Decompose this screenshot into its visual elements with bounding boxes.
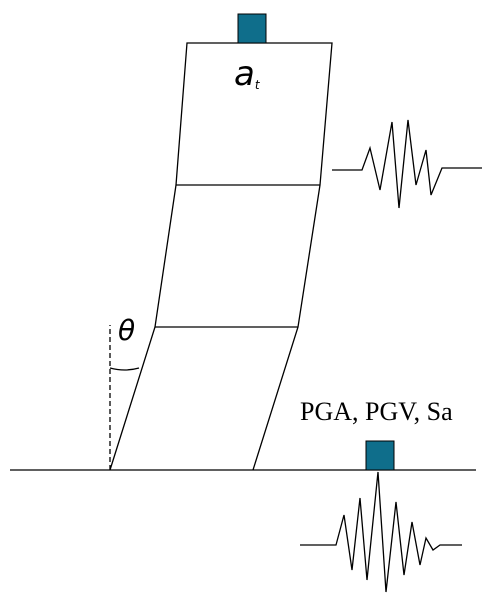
label-main: a xyxy=(234,54,255,94)
top-sensor xyxy=(237,13,267,44)
ground-label: PGA, PGV, Sa xyxy=(300,397,453,426)
ground-signal xyxy=(300,471,462,593)
angle-label: θ xyxy=(118,314,135,347)
ground-sensor xyxy=(365,440,395,471)
top-accel-label: at xyxy=(234,54,261,94)
label-sub: t xyxy=(255,78,261,92)
angle-arc xyxy=(109,367,140,371)
roof-signal xyxy=(332,119,482,209)
frame xyxy=(109,42,333,471)
